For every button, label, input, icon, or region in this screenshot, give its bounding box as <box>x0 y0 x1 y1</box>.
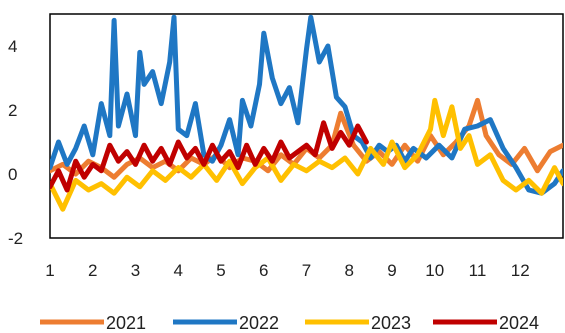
legend: 2021 2022 2023 2024 <box>40 313 539 333</box>
x-tick-label: 8 <box>345 261 354 280</box>
x-tick-label: 3 <box>131 261 140 280</box>
legend-label-2023: 2023 <box>371 313 411 333</box>
series-line-2024 <box>50 120 369 193</box>
x-tick-label: 7 <box>302 261 311 280</box>
plot-area-frame <box>49 13 564 239</box>
x-tick-label: 1 <box>45 261 54 280</box>
y-tick-label: 0 <box>8 165 17 184</box>
series-line-2022 <box>50 14 563 196</box>
x-tick-label: 11 <box>469 261 487 280</box>
x-tick-label: 4 <box>174 261 183 280</box>
x-tick-label: 9 <box>387 261 396 280</box>
y-tick-label: 2 <box>8 101 17 120</box>
x-tick-label: 12 <box>511 261 530 280</box>
y-axis-ticks: -2 0 2 4 <box>8 37 23 248</box>
y-tick-label: 4 <box>8 37 17 56</box>
x-tick-label: 10 <box>425 261 444 280</box>
x-axis-ticks: 1 2 3 4 5 6 7 8 9 10 11 12 <box>45 261 529 280</box>
x-tick-label: 2 <box>88 261 97 280</box>
legend-label-2024: 2024 <box>499 313 539 333</box>
legend-label-2021: 2021 <box>106 313 146 333</box>
y-tick-label: -2 <box>8 229 23 248</box>
x-tick-label: 6 <box>259 261 268 280</box>
series-layer <box>50 14 563 212</box>
legend-label-2022: 2022 <box>239 313 279 333</box>
x-tick-label: 5 <box>216 261 225 280</box>
series-line-2023 <box>50 97 563 212</box>
